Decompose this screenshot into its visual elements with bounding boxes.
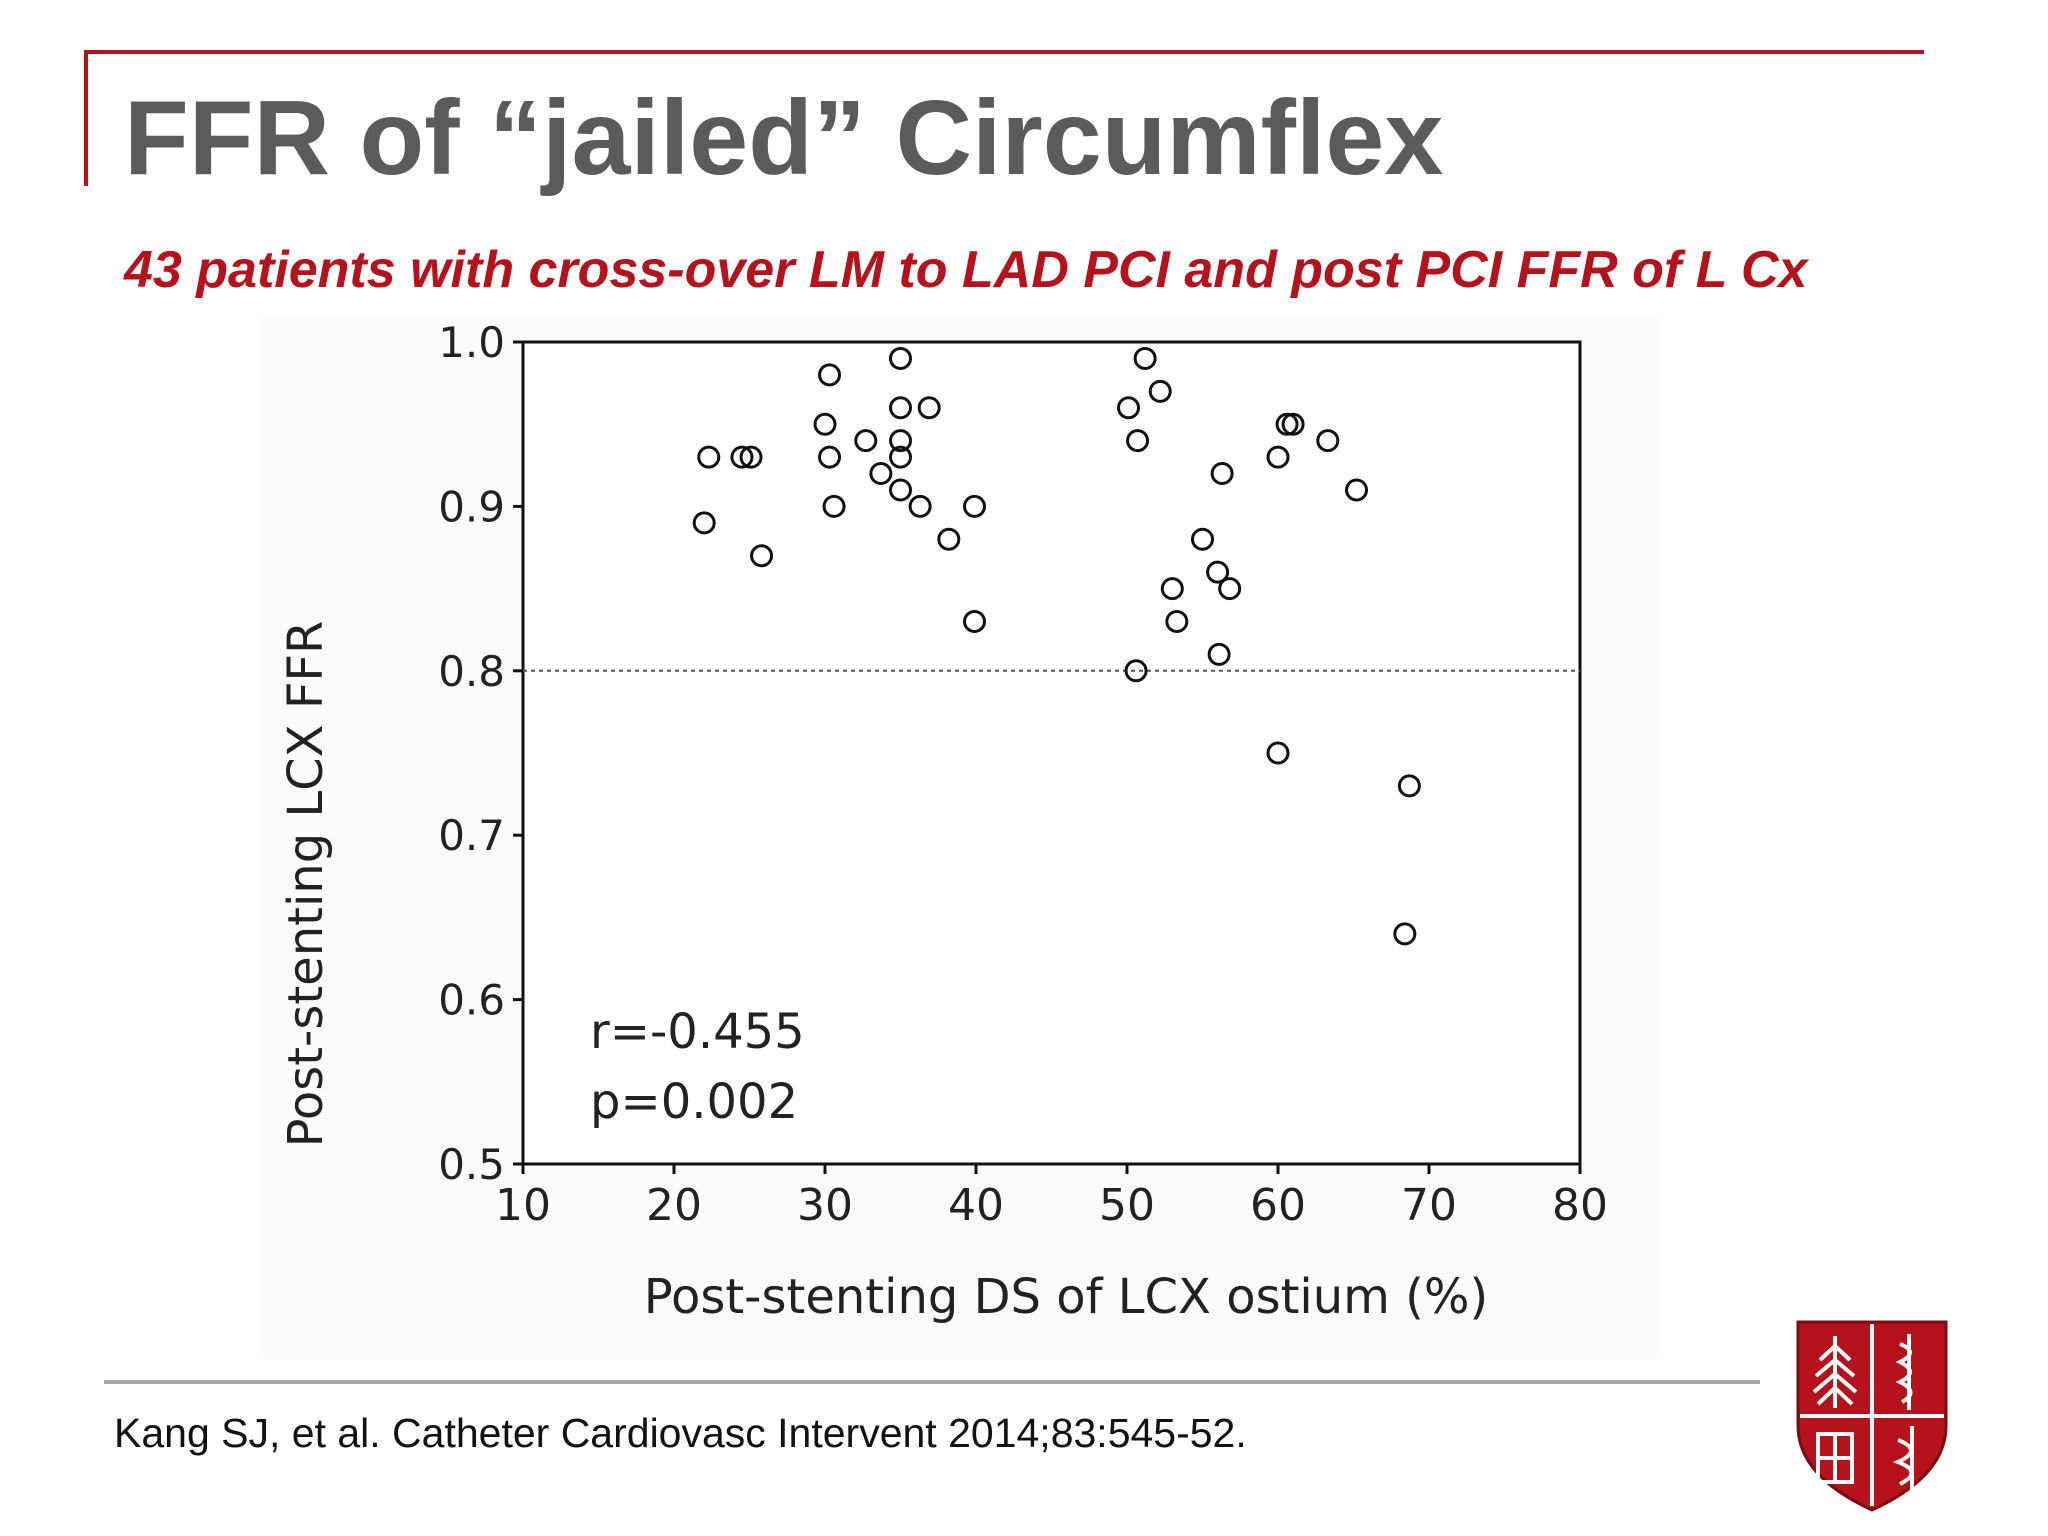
data-point <box>1126 429 1150 453</box>
plot-layer: 10 20 30 40 50 60 70 80 0.5 0.6 0.7 0.8 0.9 1.0 <box>438 318 1608 1231</box>
data-point <box>818 445 842 469</box>
data-point <box>1275 412 1299 436</box>
data-point <box>889 346 912 370</box>
data-point <box>962 609 986 633</box>
data-point <box>1207 642 1231 666</box>
data-point <box>1133 346 1157 370</box>
data-point <box>1345 478 1369 502</box>
data-point <box>1165 609 1189 633</box>
data-point <box>908 494 932 518</box>
data-point <box>697 445 721 469</box>
x-tick-label: 60 <box>1250 1180 1306 1231</box>
data-point <box>1281 412 1305 436</box>
data-point <box>869 462 893 486</box>
y-tick-label: 0.5 <box>438 1140 505 1189</box>
slide-title: FFR of “jailed” Circumflex <box>124 79 1444 197</box>
data-point <box>1117 396 1141 420</box>
data-point <box>739 445 763 469</box>
data-point <box>1206 560 1230 584</box>
footer-divider <box>104 1380 1760 1384</box>
data-point <box>1191 527 1214 551</box>
data-point <box>822 494 846 518</box>
data-point <box>750 544 774 568</box>
university-shield-icon <box>1792 1316 1952 1516</box>
data-point <box>1210 462 1234 486</box>
data-point <box>818 363 842 387</box>
data-point <box>889 429 912 453</box>
x-tick-label: 40 <box>948 1180 1004 1231</box>
data-point <box>917 396 941 420</box>
p-value-annotation: p=0.002 <box>590 1074 798 1130</box>
data-point <box>962 494 986 518</box>
data-point <box>1316 429 1340 453</box>
title-accent-rule <box>84 50 1924 54</box>
data-point <box>1266 445 1290 469</box>
y-axis-title: Post-stenting LCX FFR <box>278 621 334 1148</box>
data-point <box>1160 577 1184 601</box>
plot-frame <box>521 340 1582 1166</box>
slide-subtitle: 43 patients with cross-over LM to LAD PC… <box>124 241 1808 299</box>
data-point <box>889 478 912 502</box>
data-point <box>730 445 754 469</box>
data-point <box>889 445 912 469</box>
y-tick-label: 1.0 <box>438 318 505 367</box>
data-point <box>1266 741 1290 765</box>
x-tick-label: 70 <box>1401 1180 1457 1231</box>
x-tick-label: 30 <box>797 1180 853 1231</box>
data-point <box>1393 922 1417 946</box>
y-tick-label: 0.9 <box>438 482 505 531</box>
data-point <box>1397 774 1421 798</box>
scatter-chart: 10 20 30 40 50 60 70 80 0.5 0.6 0.7 0.8 0.9 1.0 Post-… <box>260 318 1660 1358</box>
title-accent-side-rule <box>84 50 88 186</box>
x-tick-label: 80 <box>1552 1180 1608 1231</box>
y-tick-label: 0.8 <box>438 647 505 696</box>
data-point <box>889 396 912 420</box>
y-tick-label: 0.7 <box>438 811 505 860</box>
y-tick-label: 0.6 <box>438 976 505 1025</box>
data-point <box>1218 577 1242 601</box>
x-tick-label: 10 <box>495 1180 551 1231</box>
data-point <box>1148 379 1172 403</box>
data-point <box>854 429 878 453</box>
data-point <box>1124 659 1148 683</box>
x-tick-label: 20 <box>646 1180 702 1231</box>
x-axis-title: Post-stenting DS of LCX ostium (%) <box>644 1269 1488 1325</box>
x-tick-label: 50 <box>1099 1180 1155 1231</box>
data-point <box>937 527 961 551</box>
correlation-annotation: r=-0.455 <box>590 1004 805 1060</box>
data-point <box>813 412 837 436</box>
citation-text: Kang SJ, et al. Catheter Cardiovasc Inte… <box>114 1410 1247 1456</box>
data-point <box>692 511 716 535</box>
scatter-chart-svg: 10 20 30 40 50 60 70 80 0.5 0.6 0.7 0.8 0.9 1.0 Post-… <box>260 318 1660 1358</box>
